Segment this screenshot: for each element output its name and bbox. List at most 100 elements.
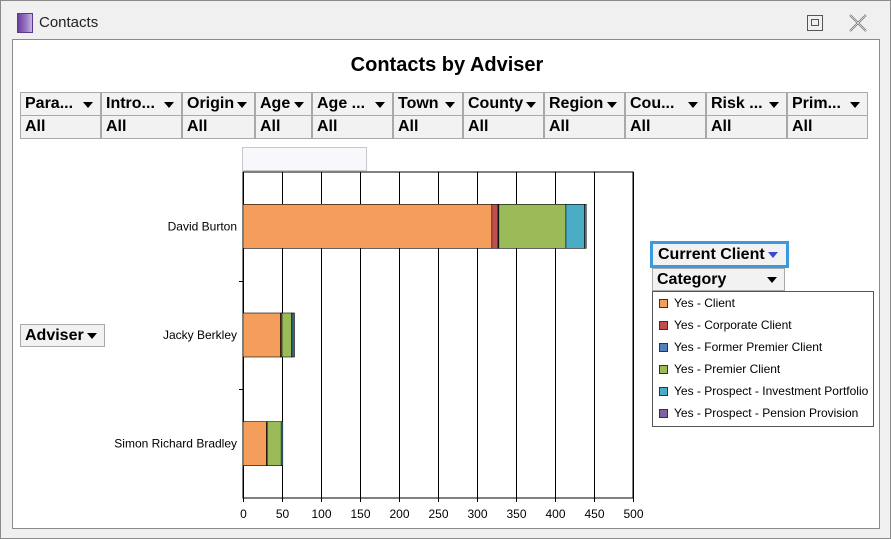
bar-segment — [584, 204, 587, 249]
close-button[interactable] — [843, 11, 873, 35]
adviser-field-label: Adviser — [25, 327, 84, 344]
bar-segment — [242, 421, 267, 466]
current-client-field[interactable]: Current Client — [654, 245, 785, 264]
chevron-down-icon — [688, 102, 698, 108]
bar-segment — [491, 204, 499, 249]
filter-field-dropdown[interactable]: Intro... — [101, 92, 182, 116]
legend-label: Yes - Former Premier Client — [674, 340, 823, 354]
filter-value[interactable]: All — [101, 116, 182, 139]
y-category-label: David Burton — [168, 219, 237, 233]
filter-field-dropdown[interactable]: County — [463, 92, 544, 116]
x-tick-label: 150 — [350, 507, 370, 521]
filter-field-label: Town — [398, 95, 439, 112]
chart-title: Contacts by Adviser — [350, 54, 544, 76]
filter-column: Town All — [393, 92, 463, 140]
filter-value[interactable]: All — [463, 116, 544, 139]
bar-chart: 0 50 100 150 200 250 300 350 400 450 500 David Burt… — [114, 171, 644, 521]
filter-value[interactable]: All — [182, 116, 255, 139]
legend-item: Yes - Prospect - Investment Portfolio — [659, 383, 868, 399]
filter-field-label: Prim... — [792, 95, 841, 112]
chevron-down-icon — [768, 252, 778, 258]
legend-item: Yes - Premier Client — [659, 361, 780, 377]
filter-field-label: Para... — [25, 95, 74, 112]
bar-segment — [565, 204, 585, 249]
chevron-down-icon — [294, 102, 304, 108]
filter-field-dropdown[interactable]: Cou... — [625, 92, 706, 116]
filter-field-dropdown[interactable]: Risk ... — [706, 92, 787, 116]
filter-field-label: Age — [260, 95, 291, 112]
legend-swatch — [659, 408, 668, 418]
bar-segment — [498, 204, 567, 249]
filter-value[interactable]: All — [706, 116, 787, 139]
legend-swatch — [659, 342, 668, 352]
chevron-down-icon — [237, 102, 247, 108]
filter-value[interactable]: All — [20, 116, 101, 139]
filter-field-dropdown[interactable]: Age ... — [312, 92, 393, 116]
chevron-down-icon — [526, 102, 536, 108]
x-tick-label: 200 — [389, 507, 409, 521]
x-tick-label: 450 — [584, 507, 604, 521]
x-tick-label: 50 — [276, 507, 290, 521]
filter-bar: Para... All Intro... All Origin All Age All Age … — [20, 92, 868, 140]
report-panel: 0 50 100 150 200 250 300 350 400 450 500 David Burt… — [12, 39, 880, 529]
filter-value[interactable]: All — [255, 116, 312, 139]
close-icon — [849, 14, 867, 32]
legend-item: Yes - Prospect - Pension Provision — [659, 405, 858, 421]
filter-column: Age All — [255, 92, 312, 140]
restore-button[interactable] — [801, 11, 831, 35]
x-tick-label: 0 — [240, 507, 247, 521]
legend-item: Yes - Former Premier Client — [659, 339, 822, 355]
legend-label: Yes - Prospect - Investment Portfolio — [674, 384, 869, 398]
restore-icon — [807, 15, 823, 31]
chevron-down-icon — [445, 102, 455, 108]
legend-label: Yes - Prospect - Pension Provision — [674, 406, 859, 420]
adviser-field-dropdown[interactable]: Adviser — [20, 324, 105, 347]
bar-segment — [242, 312, 281, 358]
restore-icon-inner — [811, 19, 819, 26]
legend-swatch — [659, 320, 668, 330]
filter-field-label: Region — [549, 95, 604, 112]
current-client-field-label: Current Client — [658, 246, 765, 263]
chart-legend: Yes - Client Yes - Corporate Client Yes - … — [652, 291, 874, 427]
bar-segment — [280, 421, 284, 466]
filter-field-dropdown[interactable]: Town — [393, 92, 463, 116]
filter-column: Age ... All — [312, 92, 393, 140]
filter-value[interactable]: All — [312, 116, 393, 139]
filter-field-label: Intro... — [106, 95, 155, 112]
current-client-field-dropdown[interactable]: Current Client — [650, 241, 789, 268]
y-category-label: Simon Richard Bradley — [114, 437, 237, 451]
legend-label: Yes - Premier Client — [674, 362, 781, 376]
chevron-down-icon — [767, 277, 777, 283]
chevron-down-icon — [850, 102, 860, 108]
filter-field-label: Risk ... — [711, 95, 763, 112]
filter-value[interactable]: All — [625, 116, 706, 139]
legend-swatch — [659, 298, 668, 308]
bar-segment — [281, 312, 292, 358]
filter-column: Risk ... All — [706, 92, 787, 140]
category-field-dropdown[interactable]: Category — [652, 268, 785, 291]
chevron-down-icon — [607, 102, 617, 108]
filter-column: County All — [463, 92, 544, 140]
filter-field-label: County — [468, 95, 524, 112]
filter-field-dropdown[interactable]: Origin — [182, 92, 255, 116]
category-field-label: Category — [657, 271, 727, 288]
x-tick-label: 250 — [428, 507, 448, 521]
bar-segment — [292, 312, 295, 358]
filter-field-dropdown[interactable]: Region — [544, 92, 625, 116]
filter-field-dropdown[interactable]: Age — [255, 92, 312, 116]
x-tick-label: 300 — [467, 507, 487, 521]
filter-field-dropdown[interactable]: Prim... — [787, 92, 868, 116]
x-tick-label: 100 — [311, 507, 331, 521]
chart-filter-input[interactable] — [242, 147, 367, 171]
legend-label: Yes - Corporate Client — [674, 318, 792, 332]
filter-field-dropdown[interactable]: Para... — [20, 92, 101, 116]
chevron-down-icon — [769, 102, 779, 108]
filter-value[interactable]: All — [544, 116, 625, 139]
filter-field-label: Age ... — [317, 95, 366, 112]
filter-value[interactable]: All — [393, 116, 463, 139]
legend-swatch — [659, 386, 668, 396]
filter-column: Para... All — [20, 92, 101, 140]
window-title: Contacts — [39, 14, 99, 31]
filter-value[interactable]: All — [787, 116, 868, 139]
